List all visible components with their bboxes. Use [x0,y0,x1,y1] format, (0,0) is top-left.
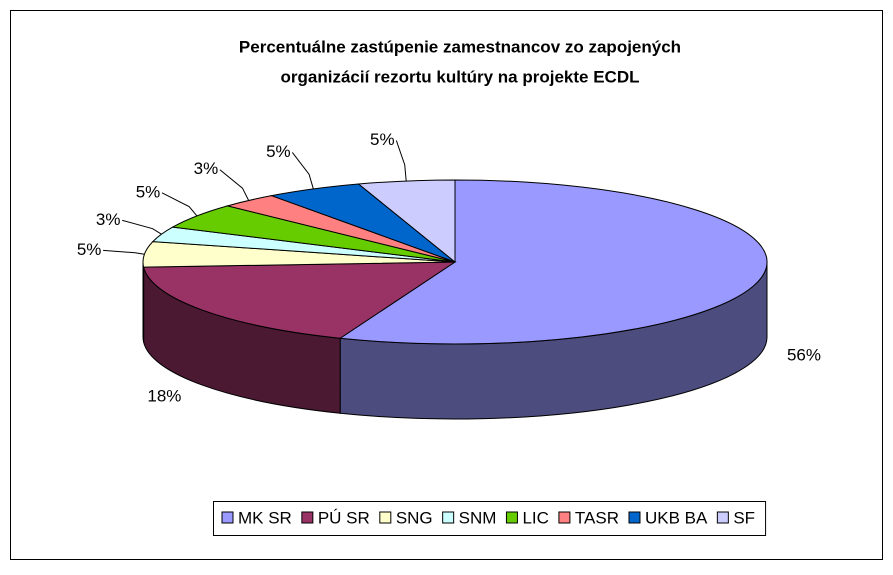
data-label: 3% [194,159,219,178]
legend-label: SF [733,508,755,527]
legend-label: TASR [575,508,619,527]
legend-label: LIC [522,508,548,527]
slice [142,261,457,339]
slice [357,179,456,264]
data-label: 5% [136,182,161,201]
leader-line [395,140,407,182]
legend-label: UKB BA [645,508,708,527]
data-label: 5% [370,130,395,149]
legend-swatch [716,511,729,524]
slice [338,179,768,345]
data-label: 56% [787,346,821,365]
legend-swatch [558,511,571,524]
data-label: 5% [266,142,291,161]
chart-title: organizácií rezortu kultúry na projekte … [281,67,640,86]
legend-label: PÚ SR [318,508,370,527]
legend-label: MK SR [238,508,292,527]
slice-side [142,261,145,343]
legend-swatch [221,511,234,524]
legend-swatch [301,511,314,524]
legend-swatch [379,511,392,524]
legend-swatch [505,511,518,524]
data-label: 5% [77,240,102,259]
leader-line [103,249,145,255]
leader-line [161,192,198,217]
leader-line [219,169,250,201]
legend-label: SNG [396,508,433,527]
leader-line [122,219,162,235]
data-label: 3% [96,210,121,229]
legend-label: SNM [459,508,497,527]
chart-title: Percentuálne zastúpenie zamestnancov zo … [239,37,681,56]
leader-line [291,152,314,190]
legend-swatch [442,511,455,524]
legend-swatch [628,511,641,524]
data-label: 18% [147,387,181,406]
